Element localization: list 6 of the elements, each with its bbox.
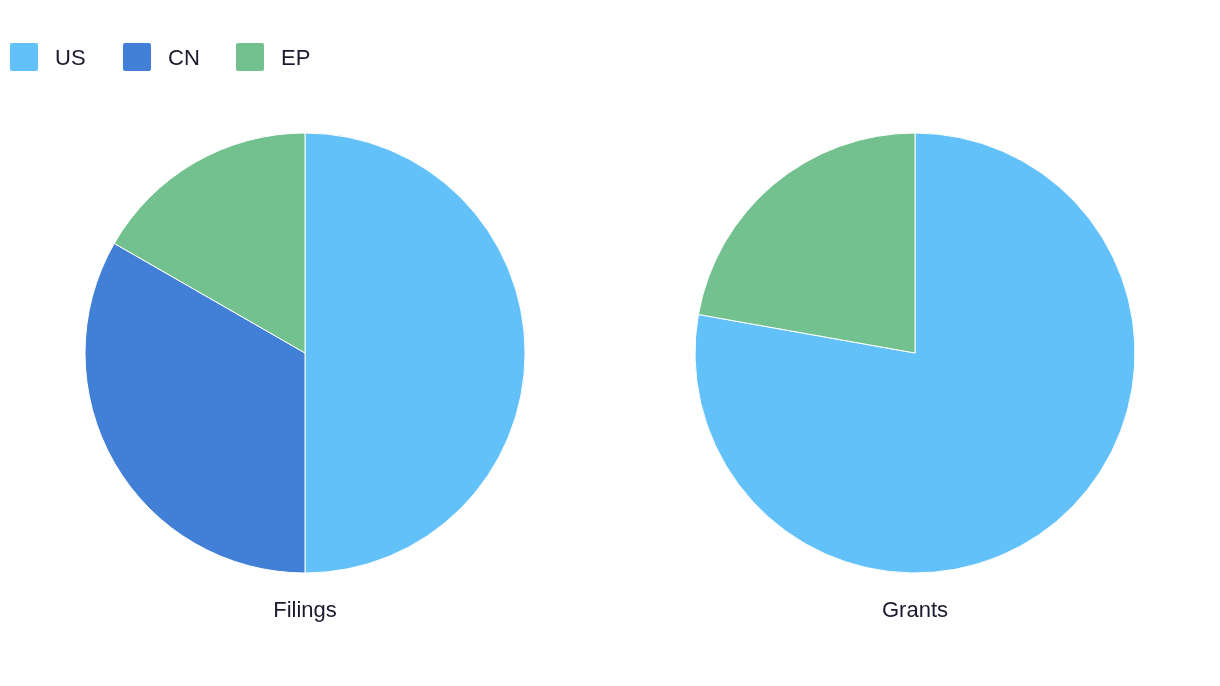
legend-label: EP <box>281 45 311 70</box>
legend-label: CN <box>168 45 200 70</box>
legend-label: US <box>55 45 86 70</box>
text: Grants <box>881 597 949 622</box>
pie-slice <box>694 132 1136 574</box>
text: Filings <box>273 597 337 622</box>
